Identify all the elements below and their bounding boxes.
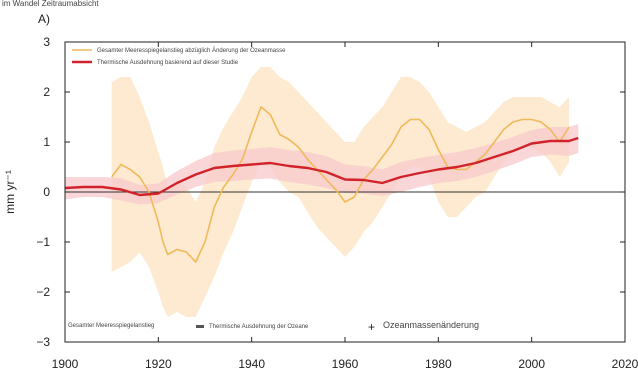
bottom-legend: Gesamter Meeresspiegelanstieg Thermische… — [68, 320, 479, 334]
x-tick-label: 1940 — [238, 357, 265, 371]
y-tick-label: 2 — [43, 85, 50, 99]
legend-label-2: Thermische Ausdehnung basierend auf dies… — [97, 60, 239, 66]
x-tick-label: 1900 — [52, 357, 79, 371]
y-tick-label: −3 — [36, 335, 50, 349]
bottom-legend-thermisch: Thermische Ausdehnung der Ozeane — [209, 324, 309, 330]
bottom-legend-gesamt: Gesamter Meeresspiegelanstieg — [68, 323, 154, 329]
line-series-1 — [111, 106, 570, 263]
y-tick-label: 1 — [43, 135, 50, 149]
x-tick-label: 1980 — [425, 357, 452, 371]
top-caption: im Wandel Zeitraumabsicht — [2, 0, 99, 8]
band-series-2 — [65, 124, 579, 205]
bottom-legend-plus-icon: + — [368, 320, 375, 334]
x-tick-label: 2000 — [518, 357, 545, 371]
bottom-legend-ozeanmasse: Ozeanmassenänderung — [383, 320, 479, 330]
legend: Gesamter Meeresspiegelanstieg abzüglich … — [72, 47, 286, 66]
y-axis: −3 −2 −1 0 1 2 3 — [36, 35, 625, 349]
legend-label-1: Gesamter Meeresspiegelanstieg abzüglich … — [97, 47, 286, 54]
y-tick-label: 0 — [43, 185, 50, 199]
y-tick-label: −2 — [36, 285, 50, 299]
x-tick-label: 1920 — [145, 357, 172, 371]
bottom-legend-thermisch-marker — [196, 325, 204, 328]
line-series-2 — [64, 136, 579, 197]
y-tick-label: 3 — [43, 35, 50, 49]
x-axis: 1900 1920 1940 1960 1980 2000 2020 — [52, 42, 638, 371]
x-tick-label: 2020 — [612, 357, 638, 371]
y-tick-label: −1 — [36, 235, 50, 249]
series-lines — [64, 106, 579, 263]
x-tick-label: 1960 — [332, 357, 359, 371]
y-axis-label: mm yr⁻¹ — [3, 170, 17, 214]
panel-label: A) — [38, 12, 50, 26]
